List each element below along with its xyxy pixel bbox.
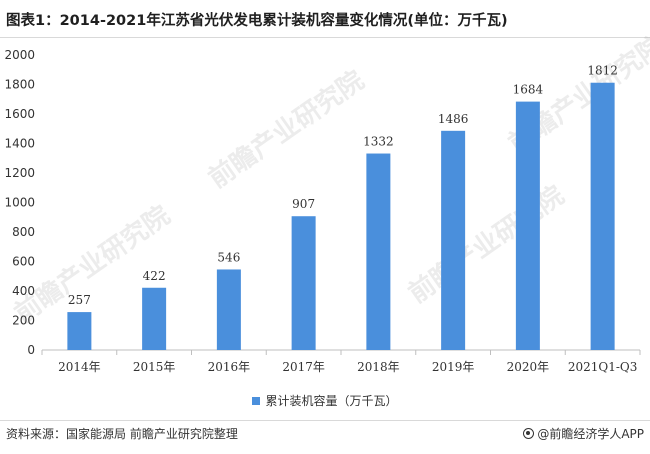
brand-label: @前瞻经济学人APP <box>537 427 644 441</box>
data-label: 546 <box>217 250 240 264</box>
bar <box>590 82 615 351</box>
y-tick-label: 400 <box>12 284 35 298</box>
data-label: 1812 <box>587 64 618 78</box>
x-tick-label: 2016年 <box>208 360 251 374</box>
x-tick-label: 2014年 <box>58 360 101 374</box>
brand-credit: @前瞻经济学人APP <box>523 425 644 442</box>
x-tick-label: 2019年 <box>432 360 475 374</box>
x-tick-label: 2020年 <box>507 360 550 374</box>
data-label: 1486 <box>438 112 469 126</box>
y-tick-label: 1600 <box>4 107 35 121</box>
data-label: 907 <box>292 197 315 211</box>
y-tick-label: 1200 <box>4 166 35 180</box>
data-label: 422 <box>143 269 166 283</box>
bar <box>515 101 540 350</box>
source-note: 资料来源：国家能源局 前瞻产业研究院整理 <box>6 427 238 441</box>
y-tick-label: 2000 <box>4 48 35 62</box>
bar <box>142 287 167 350</box>
chart-title: 图表1：2014-2021年江苏省光伏发电累计装机容量变化情况(单位：万千瓦) <box>6 13 508 29</box>
legend: 累计装机容量（万千瓦） <box>0 392 650 409</box>
bar-chart: 0 200 400 600 800 1000 1200 1400 1600 1800 2000 257… <box>4 48 641 374</box>
footer-divider <box>0 420 650 421</box>
bar <box>67 312 92 350</box>
bar <box>441 130 466 350</box>
x-tick-label: 2017年 <box>282 360 325 374</box>
y-tick-label: 1000 <box>4 196 35 210</box>
bar <box>291 216 316 350</box>
y-tick-label: 600 <box>12 255 35 269</box>
brand-logo-icon <box>523 428 535 439</box>
data-label: 1684 <box>513 83 544 97</box>
y-tick-label: 200 <box>12 314 35 328</box>
y-tick-label: 0 <box>27 343 35 357</box>
data-label: 257 <box>68 293 91 307</box>
x-tick-label: 2015年 <box>133 360 176 374</box>
title-divider <box>0 37 650 38</box>
y-tick-label: 1400 <box>4 137 35 151</box>
legend-swatch <box>252 396 261 405</box>
bar <box>366 153 391 350</box>
bar <box>216 269 241 350</box>
y-tick-label: 800 <box>12 225 35 239</box>
legend-label: 累计装机容量（万千瓦） <box>265 394 398 408</box>
x-tick-label: 2021Q1-Q3 <box>568 360 638 374</box>
y-tick-label: 1800 <box>4 78 35 92</box>
data-label: 1332 <box>363 135 394 149</box>
x-tick-label: 2018年 <box>357 360 400 374</box>
